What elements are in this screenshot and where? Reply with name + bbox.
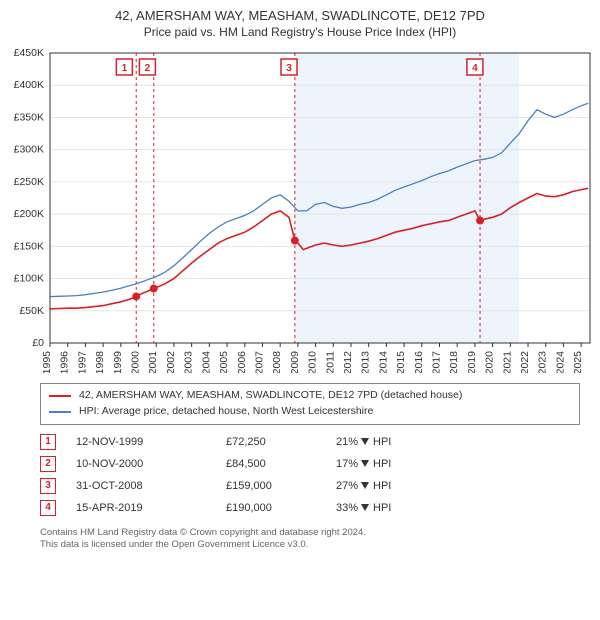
svg-text:2001: 2001 [147, 351, 159, 373]
svg-text:2015: 2015 [395, 351, 407, 373]
svg-text:£0: £0 [32, 337, 44, 349]
legend-label-red: 42, AMERSHAM WAY, MEASHAM, SWADLINCOTE, … [79, 388, 462, 404]
svg-text:1999: 1999 [112, 351, 124, 373]
arrow-down-icon [361, 438, 369, 445]
svg-text:1997: 1997 [76, 351, 88, 373]
legend-item-blue: HPI: Average price, detached house, Nort… [49, 404, 571, 420]
svg-text:£250K: £250K [14, 176, 44, 188]
col-diff: 27%HPI [336, 480, 456, 492]
svg-text:2002: 2002 [165, 351, 177, 373]
col-date: 15-APR-2019 [76, 502, 226, 514]
svg-text:2017: 2017 [431, 351, 443, 373]
chart-title: 42, AMERSHAM WAY, MEASHAM, SWADLINCOTE, … [0, 8, 600, 23]
col-date: 12-NOV-1999 [76, 436, 226, 448]
col-diff: 17%HPI [336, 458, 456, 470]
table-row: 2 10-NOV-2000£84,50017%HPI [40, 453, 580, 475]
svg-text:£150K: £150K [14, 240, 44, 252]
table-row: 4 15-APR-2019£190,00033%HPI [40, 497, 580, 519]
chart-subtitle: Price paid vs. HM Land Registry's House … [0, 25, 600, 39]
svg-text:2014: 2014 [377, 351, 389, 373]
col-date: 31-OCT-2008 [76, 480, 226, 492]
svg-text:2005: 2005 [218, 351, 230, 373]
col-price: £190,000 [226, 502, 336, 514]
legend-label-blue: HPI: Average price, detached house, Nort… [79, 404, 373, 420]
footnote-line1: Contains HM Land Registry data © Crown c… [40, 527, 580, 540]
svg-text:2013: 2013 [360, 351, 372, 373]
legend-swatch-blue [49, 411, 71, 413]
svg-text:2010: 2010 [307, 351, 319, 373]
col-date: 10-NOV-2000 [76, 458, 226, 470]
svg-text:2020: 2020 [484, 351, 496, 373]
svg-text:1998: 1998 [94, 351, 106, 373]
footnote: Contains HM Land Registry data © Crown c… [40, 527, 580, 553]
svg-text:2008: 2008 [271, 351, 283, 373]
svg-text:1995: 1995 [41, 351, 53, 373]
svg-text:2018: 2018 [448, 351, 460, 373]
svg-text:2019: 2019 [466, 351, 478, 373]
svg-text:2003: 2003 [183, 351, 195, 373]
svg-text:2006: 2006 [236, 351, 248, 373]
table-row: 3 31-OCT-2008£159,00027%HPI [40, 475, 580, 497]
marker-box: 1 [40, 434, 56, 450]
chart-svg: £0 £50K £100K £150K £200K £250K £300K £350K £400… [0, 43, 600, 373]
svg-text:1: 1 [122, 63, 128, 74]
marker-box: 2 [40, 456, 56, 472]
marker-box: 3 [40, 478, 56, 494]
svg-text:2025: 2025 [572, 351, 584, 373]
svg-text:4: 4 [472, 63, 478, 74]
footnote-line2: This data is licensed under the Open Gov… [40, 539, 580, 552]
svg-text:3: 3 [286, 63, 292, 74]
svg-text:2009: 2009 [289, 351, 301, 373]
svg-text:£350K: £350K [14, 111, 44, 123]
svg-text:2023: 2023 [537, 351, 549, 373]
table-row: 1 12-NOV-1999£72,25021%HPI [40, 431, 580, 453]
arrow-down-icon [361, 482, 369, 489]
svg-text:2000: 2000 [130, 351, 142, 373]
svg-text:1996: 1996 [59, 351, 71, 373]
legend: 42, AMERSHAM WAY, MEASHAM, SWADLINCOTE, … [40, 383, 580, 425]
svg-text:£100K: £100K [14, 273, 44, 285]
col-price: £72,250 [226, 436, 336, 448]
svg-text:2021: 2021 [501, 351, 513, 373]
legend-item-red: 42, AMERSHAM WAY, MEASHAM, SWADLINCOTE, … [49, 388, 571, 404]
svg-text:2011: 2011 [324, 351, 336, 373]
svg-text:2012: 2012 [342, 351, 354, 373]
arrow-down-icon [361, 504, 369, 511]
svg-text:2022: 2022 [519, 351, 531, 373]
col-diff: 33%HPI [336, 502, 456, 514]
col-diff: 21%HPI [336, 436, 456, 448]
col-price: £84,500 [226, 458, 336, 470]
sales-table: 1 12-NOV-1999£72,25021%HPI 2 10-NOV-2000£84… [40, 431, 580, 519]
svg-text:2: 2 [145, 63, 151, 74]
svg-text:2007: 2007 [253, 351, 265, 373]
svg-text:£450K: £450K [14, 47, 44, 59]
col-price: £159,000 [226, 480, 336, 492]
chart-area: £0 £50K £100K £150K £200K £250K £300K £350K £400… [0, 43, 600, 373]
svg-text:£200K: £200K [14, 208, 44, 220]
arrow-down-icon [361, 460, 369, 467]
svg-text:2016: 2016 [413, 351, 425, 373]
legend-swatch-red [49, 395, 71, 397]
svg-text:2004: 2004 [200, 351, 212, 373]
svg-text:£300K: £300K [14, 144, 44, 156]
svg-text:2024: 2024 [554, 351, 566, 373]
svg-text:£50K: £50K [19, 305, 44, 317]
svg-text:£400K: £400K [14, 79, 44, 91]
marker-box: 4 [40, 500, 56, 516]
